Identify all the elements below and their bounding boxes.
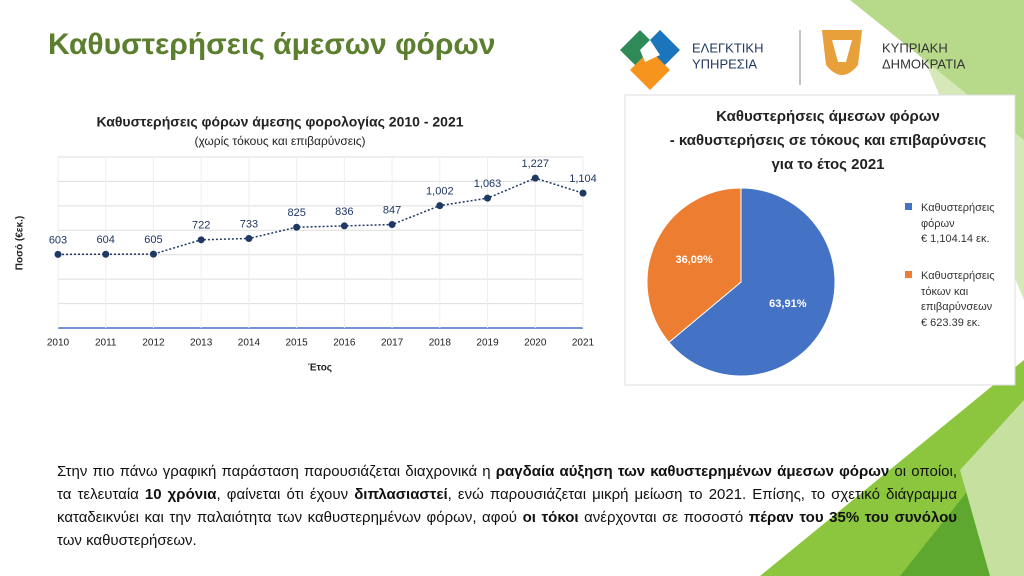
text-run: 10 χρόνια [144, 486, 217, 503]
data-label: 603 [49, 234, 67, 246]
data-label: 1,063 [474, 178, 502, 190]
x-tick-label: 2020 [524, 338, 547, 349]
data-label: 36,09% [676, 254, 714, 266]
pie-slice [668, 187, 836, 377]
point [531, 174, 539, 182]
chart-subtitle: (χωρίς τόκους και επιβαρύνσεις) [194, 134, 365, 148]
legend-label: Καθυστερήσεις τόκων και επιβαρύνσεων € 6… [921, 270, 995, 329]
legend-label: Καθυστερήσεις φόρων € 1,104.14 εκ. [921, 202, 995, 245]
legend-item: Καθυστερήσεις φόρων € 1,104.14 εκ. [905, 201, 995, 248]
legend-swatch [905, 203, 912, 210]
legend-swatch [905, 271, 912, 278]
text-run: , φαίνεται ότι έχουν [216, 486, 355, 503]
data-label: 1,227 [522, 158, 550, 170]
paragraph: Στην πιο πάνω γραφική παράσταση παρουσιά… [57, 460, 957, 552]
text-run: ραγδαία αύξηση των καθυστερημένων άμεσων… [495, 463, 890, 480]
data-label: 825 [287, 207, 305, 219]
data-label: 836 [335, 206, 353, 218]
chart-title: Καθυστερήσεις φόρων άμεσης φορολογίας 20… [96, 114, 463, 130]
text-run: των καθυστερήσεων. [57, 532, 197, 549]
logo-left [620, 30, 680, 90]
text-run: οι τόκοι [522, 509, 579, 526]
x-tick-label: 2010 [47, 338, 70, 349]
logo-text: ΚΥΠΡΙΑΚΗ [882, 40, 948, 55]
point [197, 236, 205, 244]
point [484, 194, 492, 202]
y-axis-title: Ποσό (€εκ.) [15, 216, 26, 270]
x-tick-label: 2014 [238, 338, 261, 349]
data-label: 604 [97, 234, 115, 246]
point [340, 222, 348, 230]
data-label: 733 [240, 218, 258, 230]
x-tick-label: 2013 [190, 338, 213, 349]
point [149, 250, 157, 258]
chart-title: Καθυστερήσεις άμεσων φόρων - καθυστερήσει… [670, 108, 987, 173]
x-tick-label: 2021 [572, 338, 595, 349]
decor [960, 400, 1024, 576]
data-label: 605 [144, 234, 162, 246]
x-tick-label: 2018 [429, 338, 452, 349]
point [579, 189, 587, 197]
text-run: Στην πιο πάνω γραφική παράσταση παρουσιά… [57, 463, 496, 480]
point [436, 202, 444, 210]
point [102, 250, 110, 258]
x-axis-title: Έτος [308, 363, 332, 374]
x-tick-label: 2016 [333, 338, 356, 349]
logo-right [822, 30, 862, 75]
data-label: 1,104 [569, 173, 597, 185]
data-label: 722 [192, 220, 210, 232]
data-label: 847 [383, 204, 401, 216]
data-label: 63,91% [769, 298, 807, 310]
slide-title: Καθυστερήσεις άμεσων φόρων [48, 28, 495, 61]
text-run: πέραν του 35% του συνόλου [748, 509, 957, 526]
logo-text: ΔΗΜΟΚΡΑΤΙΑ [882, 56, 966, 71]
line [57, 177, 584, 256]
logo-text: ΥΠΗΡΕΣΙΑ [692, 56, 757, 71]
point [245, 234, 253, 242]
data-label: 1,002 [426, 186, 454, 198]
x-tick-label: 2011 [95, 338, 117, 349]
text-run: , ενώ παρουσιάζεται μικρή μείωση το 2021… [57, 486, 957, 526]
point [293, 223, 301, 231]
pie-slice [646, 187, 742, 344]
x-tick-label: 2015 [286, 338, 309, 349]
point [54, 250, 62, 258]
text-run: διπλασιαστεί [354, 486, 448, 503]
x-tick-label: 2012 [142, 338, 165, 349]
x-tick-label: 2019 [476, 338, 499, 349]
legend-item: Καθυστερήσεις τόκων και επιβαρύνσεων € 6… [905, 269, 995, 331]
logo-text: ΕΛΕΓΚΤΙΚΗ [692, 40, 763, 55]
text-run: ανέρχονται σε ποσοστό [578, 509, 749, 526]
point [388, 221, 396, 229]
x-tick-label: 2017 [381, 338, 404, 349]
text-run: οι οποίοι, τα τελευταία [57, 463, 958, 503]
